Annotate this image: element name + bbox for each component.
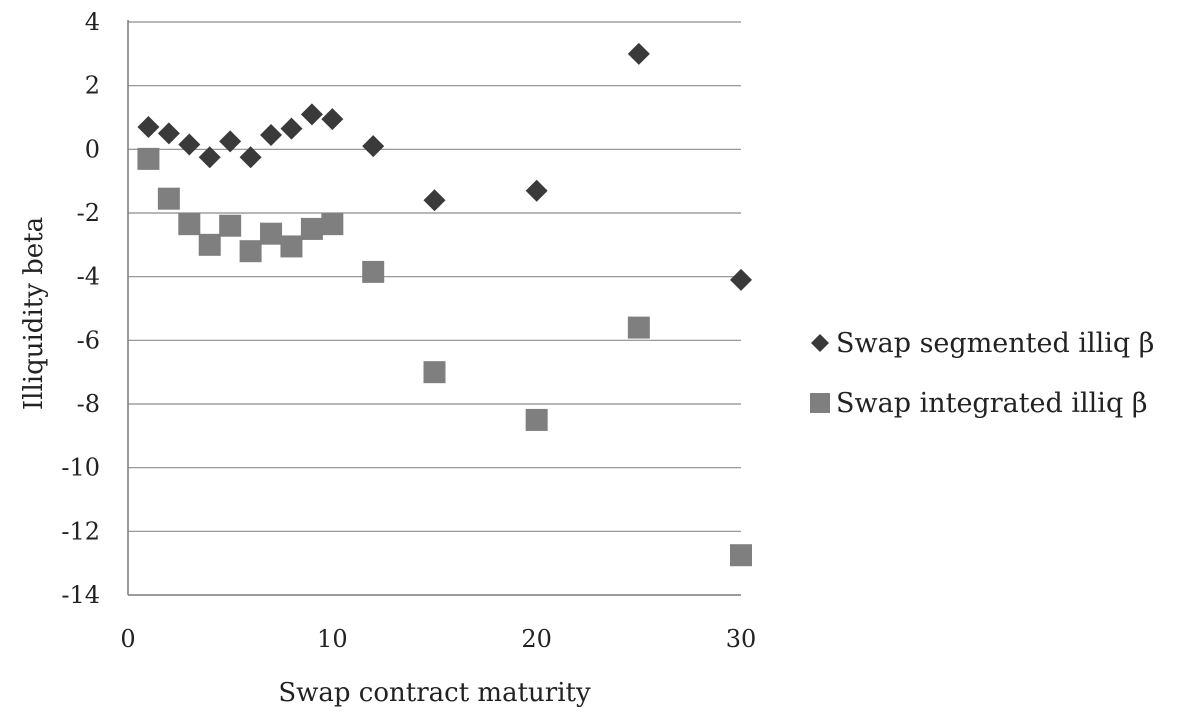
y-tick-label: -2 bbox=[77, 199, 100, 227]
data-point bbox=[280, 235, 303, 258]
data-point bbox=[321, 108, 344, 131]
data-point bbox=[280, 117, 303, 140]
y-axis-ticks: 4 2 0 -2 -4 -6 -8 -10 -12 -14 bbox=[61, 8, 100, 609]
x-axis-title: Swap contract maturity bbox=[278, 678, 591, 708]
x-tick-label: 0 bbox=[120, 625, 135, 653]
data-point bbox=[137, 147, 160, 170]
y-tick-label: 4 bbox=[85, 8, 100, 36]
y-tick-label: -8 bbox=[77, 390, 100, 418]
y-tick-label: -10 bbox=[61, 454, 100, 482]
data-point bbox=[198, 233, 221, 256]
data-point bbox=[525, 179, 548, 202]
y-tick-label: -12 bbox=[61, 517, 100, 545]
data-point bbox=[239, 240, 262, 263]
data-point bbox=[423, 361, 446, 384]
series-segmented bbox=[137, 42, 752, 291]
legend-marker bbox=[811, 334, 829, 352]
data-point bbox=[362, 260, 385, 283]
data-points bbox=[137, 42, 752, 567]
y-tick-label: 2 bbox=[85, 72, 100, 100]
data-point bbox=[627, 316, 650, 339]
data-point bbox=[525, 408, 548, 431]
y-tick-label: -6 bbox=[77, 326, 100, 354]
legend-label: Swap segmented illiq β bbox=[836, 328, 1154, 359]
gridlines bbox=[128, 21, 741, 532]
y-tick-label: 0 bbox=[85, 135, 100, 163]
data-point bbox=[157, 187, 180, 210]
x-tick-label: 30 bbox=[726, 625, 757, 653]
data-point bbox=[362, 135, 385, 158]
data-point bbox=[300, 217, 323, 240]
data-point bbox=[300, 103, 323, 126]
legend-marker bbox=[810, 393, 830, 413]
data-point bbox=[260, 124, 283, 147]
x-axis-ticks: 0 10 20 30 bbox=[120, 625, 756, 653]
data-point bbox=[730, 544, 752, 567]
data-point bbox=[137, 116, 160, 139]
legend: Swap segmented illiq β Swap integrated il… bbox=[810, 328, 1154, 419]
data-point bbox=[198, 146, 221, 169]
data-point bbox=[178, 133, 201, 156]
data-point bbox=[260, 222, 283, 245]
data-point bbox=[178, 213, 201, 236]
data-point bbox=[730, 268, 752, 291]
data-point bbox=[321, 213, 344, 236]
data-point bbox=[157, 122, 180, 145]
data-point bbox=[423, 189, 446, 212]
x-tick-label: 10 bbox=[317, 625, 348, 653]
data-point bbox=[219, 130, 242, 153]
y-axis-title: Illiquidity beta bbox=[19, 217, 49, 410]
data-point bbox=[219, 214, 242, 237]
legend-label: Swap integrated illiq β bbox=[836, 388, 1147, 419]
data-point bbox=[239, 146, 262, 169]
data-point bbox=[627, 42, 650, 65]
y-tick-label: -14 bbox=[61, 581, 100, 609]
series-integrated bbox=[137, 147, 752, 567]
x-tick-label: 20 bbox=[521, 625, 552, 653]
axes bbox=[127, 20, 741, 596]
y-tick-label: -4 bbox=[77, 263, 100, 291]
